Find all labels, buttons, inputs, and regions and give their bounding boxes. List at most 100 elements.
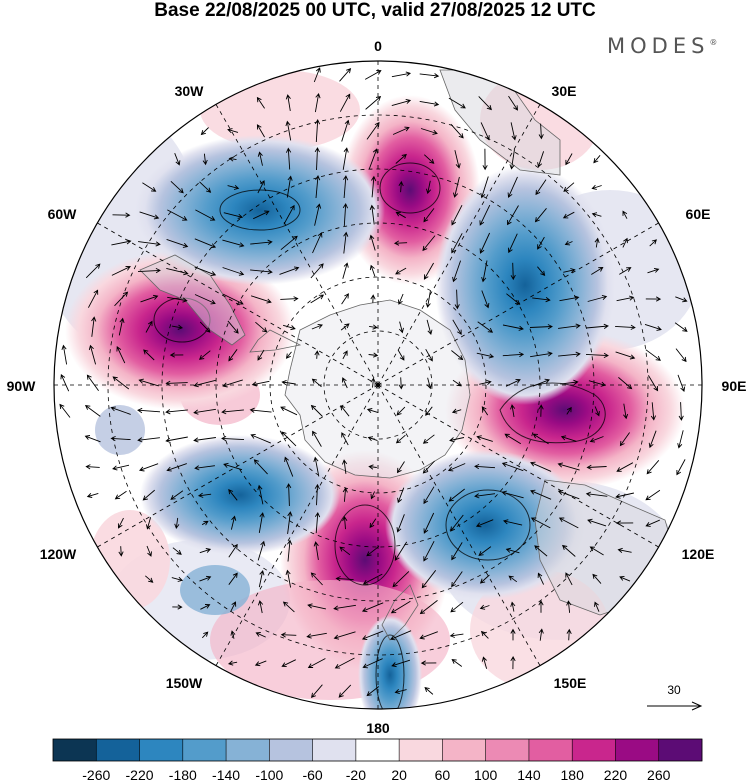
wind-vector	[482, 148, 488, 171]
wind-vector	[396, 514, 405, 533]
wind-vector	[451, 233, 463, 254]
wind-vector	[281, 659, 296, 668]
wind-vector	[649, 239, 657, 247]
wind-vector	[257, 540, 266, 561]
wind-vector	[674, 322, 688, 332]
wind-vector	[419, 100, 440, 107]
wind-vector	[647, 267, 660, 274]
wind-vector	[560, 379, 579, 385]
wind-vector	[566, 628, 572, 641]
wind-vector	[280, 632, 297, 638]
wind-vector	[171, 324, 184, 330]
wind-vector	[510, 655, 516, 670]
wind-vector	[419, 631, 438, 640]
wind-vector	[368, 148, 378, 170]
wind-vector	[394, 541, 408, 561]
lon-label-150w: 150W	[166, 675, 203, 691]
wind-vector	[645, 349, 661, 361]
wind-vector	[166, 238, 189, 248]
wind-vector	[342, 203, 349, 227]
wind-vector	[313, 541, 319, 560]
colorbar-swatch	[615, 739, 660, 761]
wind-vector	[366, 686, 380, 697]
wind-vector	[454, 289, 460, 310]
wind-vector	[312, 430, 322, 447]
wind-vector	[285, 569, 292, 588]
wind-vector	[366, 121, 380, 140]
wind-vector	[369, 518, 377, 529]
wind-vector	[645, 519, 660, 527]
wind-vector	[117, 517, 124, 529]
wind-vector	[59, 403, 71, 418]
wind-vector	[645, 489, 661, 501]
wind-vector	[254, 660, 267, 667]
wind-vector	[534, 545, 548, 557]
wind-vector	[369, 264, 376, 277]
colorbar-outline	[52, 738, 703, 762]
colorbar-tick-label: -60	[302, 767, 322, 783]
lon-label-60e: 60E	[686, 206, 711, 222]
lon-label-120e: 120E	[682, 546, 715, 562]
wind-vector	[481, 406, 489, 416]
wind-vector	[676, 459, 686, 476]
wind-vector	[227, 320, 239, 334]
wind-vector	[397, 487, 405, 504]
wind-vector	[451, 542, 463, 561]
wind-vector	[341, 377, 348, 389]
wind-vector	[310, 684, 323, 699]
colorbar-tick-label: -20	[346, 767, 366, 783]
wind-vector	[591, 212, 602, 218]
wind-vector	[60, 373, 70, 392]
wind-vector	[116, 346, 126, 364]
colorbar-tick-label: -260	[82, 767, 110, 783]
wind-vector	[362, 658, 383, 669]
colorbar-tick-label: -220	[126, 767, 154, 783]
wind-vector	[564, 240, 573, 246]
wind-vector	[364, 70, 382, 80]
wind-vector	[194, 294, 216, 305]
wind-vector	[88, 289, 99, 308]
wind-vector	[257, 600, 264, 614]
wind-vector	[589, 436, 604, 443]
colorbar-swatch	[96, 739, 140, 761]
wind-vector	[114, 490, 127, 500]
brand-registered-mark: ®	[709, 38, 718, 47]
negative-center-115w	[140, 435, 340, 555]
wind-vector	[451, 658, 463, 667]
wind-vector	[506, 293, 521, 305]
wind-vector	[479, 232, 491, 254]
wind-vector	[221, 409, 244, 415]
colorbar: -260 -220 -180 -140 -100 -60 -20 20 60 100 140 180 2…	[52, 738, 703, 783]
wind-vector	[395, 153, 407, 164]
wind-vector	[422, 460, 435, 474]
colorbar-swatch	[658, 739, 703, 761]
wind-vector	[279, 266, 300, 275]
wind-vector	[537, 572, 545, 585]
wind-vector	[594, 406, 600, 417]
wind-vector	[616, 462, 634, 472]
wind-vector	[200, 127, 209, 136]
wind-vector	[565, 572, 573, 586]
wind-vector	[228, 156, 237, 162]
wind-vector	[287, 511, 293, 534]
colorbar-swatch	[399, 739, 443, 761]
colorbar-swatch	[139, 739, 184, 761]
wind-vector	[479, 574, 490, 584]
wind-vector	[280, 406, 298, 416]
wind-vector	[423, 512, 435, 534]
wind-vector	[449, 632, 464, 638]
positive-center-88w	[65, 250, 295, 410]
lon-label-0: 0	[374, 38, 382, 54]
wind-vector	[565, 153, 573, 166]
colorbar-swatch	[572, 739, 616, 761]
wind-vector	[282, 601, 295, 613]
wind-vector	[538, 600, 544, 613]
wind-vector	[341, 459, 348, 474]
map-title: Base 22/08/2025 00 UTC, valid 27/08/2025…	[154, 0, 596, 21]
south-america-outline	[139, 254, 246, 346]
wind-vector	[137, 407, 161, 414]
wind-vector	[558, 351, 581, 357]
colorbar-swatch	[269, 739, 313, 761]
wind-vector	[396, 461, 405, 474]
wind-vector	[507, 233, 518, 254]
